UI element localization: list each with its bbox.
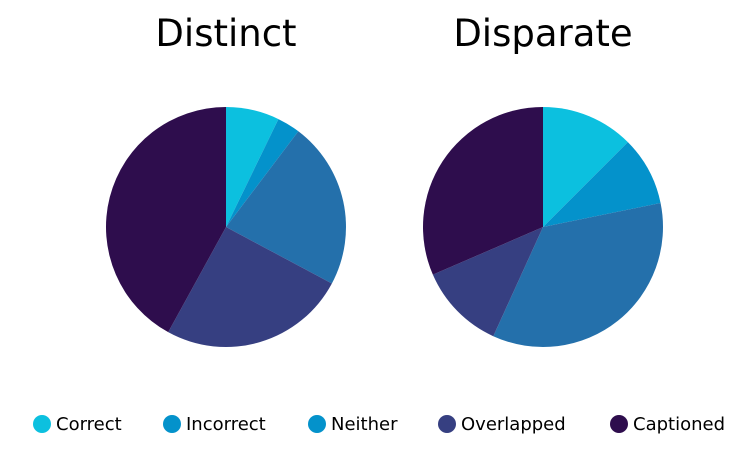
legend-item-captioned: Captioned — [610, 414, 725, 435]
disparate-slice-captioned — [422, 107, 543, 275]
distinct-slice-captioned — [105, 107, 226, 333]
disparate-pie-chart: Disparate — [422, 12, 663, 347]
legend-item-neither: Neither — [308, 414, 398, 435]
distinct-slice-incorrect — [226, 119, 299, 227]
legend-label-correct: Correct — [56, 414, 122, 435]
legend-item-incorrect: Incorrect — [163, 414, 266, 435]
distinct-pie-chart: Distinct — [105, 12, 346, 347]
distinct-slice-neither — [226, 131, 346, 284]
disparate-chart-title: Disparate — [453, 12, 632, 55]
distinct-chart-title: Distinct — [155, 12, 296, 55]
distinct-pie-slices — [105, 107, 346, 347]
disparate-slice-overlapped — [432, 227, 543, 337]
disparate-pie-slices — [422, 107, 663, 347]
legend-label-neither: Neither — [331, 414, 398, 435]
legend-item-correct: Correct — [33, 414, 122, 435]
legend-marker-neither — [308, 415, 326, 433]
disparate-slice-neither — [493, 203, 663, 347]
legend-marker-captioned — [610, 415, 628, 433]
legend-label-overlapped: Overlapped — [461, 414, 566, 435]
disparate-slice-correct — [543, 107, 628, 227]
legend-marker-incorrect — [163, 415, 181, 433]
legend-marker-overlapped — [438, 415, 456, 433]
chart-legend: Correct Incorrect Neither Overlapped Cap… — [33, 414, 725, 435]
legend-marker-correct — [33, 415, 51, 433]
legend-label-incorrect: Incorrect — [186, 414, 266, 435]
distinct-slice-overlapped — [168, 227, 332, 347]
legend-label-captioned: Captioned — [633, 414, 725, 435]
legend-item-overlapped: Overlapped — [438, 414, 566, 435]
distinct-slice-correct — [226, 107, 279, 227]
disparate-slice-incorrect — [543, 142, 661, 227]
